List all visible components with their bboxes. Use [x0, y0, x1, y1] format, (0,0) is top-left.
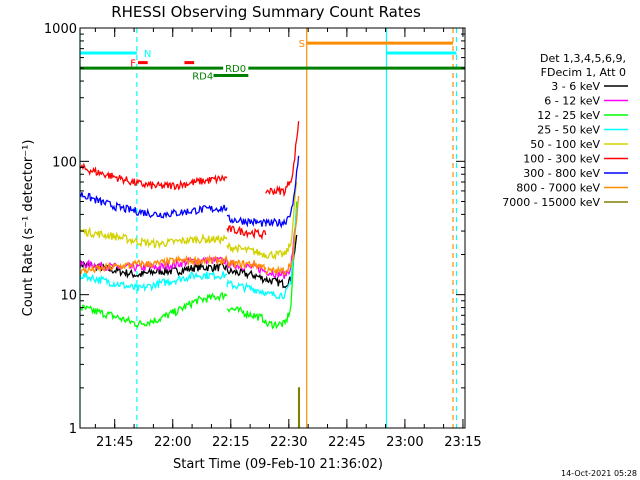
series-100-300-kev — [79, 121, 300, 241]
plot-frame — [79, 27, 466, 429]
x-tick-label: 23:00 — [386, 435, 423, 450]
series-segment-2-2 — [265, 201, 298, 330]
chart-title: RHESSI Observing Summary Count Rates — [111, 3, 421, 21]
legend-entry-label: 800 - 7000 keV — [516, 182, 600, 195]
series-segment-3-0 — [79, 271, 228, 293]
legend-header-line: FDecim 1, Att 0 — [541, 66, 626, 79]
state-label-s: S — [299, 39, 305, 50]
series-segment-4-1 — [226, 241, 267, 258]
series-segment-5-2 — [265, 121, 300, 198]
series-segment-5-1 — [226, 225, 267, 241]
series-segment-4-0 — [79, 226, 228, 250]
series-segment-6-1 — [226, 214, 267, 228]
series-segment-3-1 — [226, 278, 267, 297]
x-tick-label: 22:00 — [154, 435, 191, 450]
x-axis: 21:45 22:00 22:15 22:30 22:45 23:00 23:15 — [94, 28, 482, 450]
series-segment-6-2 — [265, 155, 300, 229]
y-axis-label: Count Rate (s⁻¹ detector⁻¹) — [21, 140, 36, 317]
x-axis-label: Start Time (09-Feb-10 21:36:02) — [173, 457, 383, 472]
series-50-100-kev — [79, 181, 298, 261]
series-25-50-kev — [79, 207, 298, 300]
series-segment-5-0 — [79, 162, 228, 191]
y-axis: 1 10 100 1000 — [44, 22, 465, 437]
state-label-f: F — [130, 59, 136, 70]
x-tick-label: 22:45 — [328, 435, 365, 450]
series-segment-7-0 — [79, 254, 228, 275]
legend-entry-label: 3 - 6 keV — [551, 80, 600, 93]
legend-entry-label: 100 - 300 keV — [523, 153, 600, 166]
plot-area: NF S RD0 RD4 — [79, 28, 465, 428]
legend-entry-label: 12 - 25 keV — [537, 109, 600, 122]
legend-header-line: Det 1,3,4,5,6,9, — [540, 52, 626, 65]
series-7000-15000-kev — [297, 387, 301, 428]
y-tick-label: 100 — [52, 155, 77, 170]
state-label-rd4: RD4 — [192, 72, 213, 83]
series-segment-3-2 — [265, 207, 298, 300]
series-12-25-kev — [79, 201, 298, 330]
legend-entry-label: 7000 - 15000 keV — [502, 196, 600, 209]
x-tick-label: 22:30 — [270, 435, 307, 450]
series-segment-4-2 — [265, 181, 298, 261]
x-tick-label: 21:45 — [96, 435, 133, 450]
x-tick-label: 23:15 — [444, 435, 481, 450]
y-tick-label: 1 — [69, 422, 77, 437]
series-segment-8-0 — [297, 387, 301, 428]
series-segment-0-1 — [226, 266, 267, 285]
series-segment-2-1 — [226, 306, 267, 325]
series-segment-2-0 — [79, 291, 228, 329]
state-label-rd0: RD0 — [225, 64, 246, 75]
state-bar-s: S — [299, 39, 454, 50]
state-bar-rd4: RD4 — [192, 72, 249, 83]
state-label-n: N — [144, 49, 151, 60]
series-segment-1-1 — [226, 259, 267, 275]
footer-date: 14-Oct-2021 05:28 — [561, 469, 637, 478]
series-300-800-kev — [79, 155, 300, 229]
legend-entry-label: 25 - 50 keV — [537, 124, 600, 137]
series-segment-1-2 — [265, 214, 298, 279]
y-tick-label: 1000 — [44, 22, 77, 37]
legend-entry-label: 6 - 12 keV — [544, 95, 600, 108]
legend: Det 1,3,4,5,6,9,FDecim 1, Att 03 - 6 keV… — [502, 52, 628, 209]
series-segment-7-2 — [265, 195, 300, 276]
y-tick-label: 10 — [60, 289, 77, 304]
state-bar-n: N — [80, 49, 457, 60]
series-segment-7-1 — [226, 259, 267, 271]
legend-entry-label: 300 - 800 keV — [523, 167, 600, 180]
state-bar-rd0: RD0 — [80, 64, 465, 75]
x-tick-label: 22:15 — [212, 435, 249, 450]
series-800-7000-kev — [79, 195, 300, 276]
series-segment-6-0 — [79, 192, 228, 219]
legend-entry-label: 50 - 100 keV — [530, 138, 600, 151]
state-bar-f: F — [130, 59, 195, 70]
